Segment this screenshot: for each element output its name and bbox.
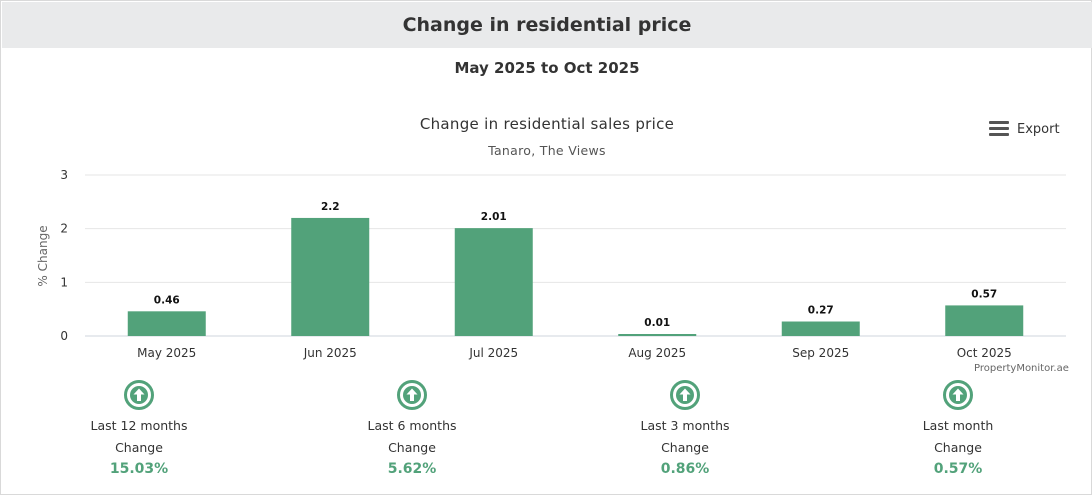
summary-period-label: Last 12 months	[90, 418, 188, 433]
summary-change-label: Change	[934, 440, 982, 455]
y-tick-label: 1	[60, 275, 68, 289]
bar-data-label: 2.01	[481, 211, 507, 223]
summary-change-value: 15.03%	[109, 461, 169, 477]
summary-period-label: Last month	[922, 418, 994, 433]
summary-stat: Last 6 months Change 5.62%	[312, 379, 512, 477]
chart-subtitle: Tanaro, The Views	[488, 143, 606, 158]
y-tick-label: 0	[60, 329, 68, 343]
x-tick-label: Aug 2025	[628, 346, 686, 360]
y-tick-label: 2	[60, 222, 68, 236]
x-tick-label: Oct 2025	[957, 346, 1012, 360]
summary-period-label: Last 6 months	[367, 418, 457, 433]
export-label: Export	[1017, 121, 1060, 137]
panel-header: Change in residential price	[2, 2, 1092, 48]
x-tick-label: Jul 2025	[468, 346, 518, 360]
bar-data-label: 0.27	[808, 305, 834, 317]
bar-data-label: 0.01	[644, 317, 670, 329]
bar[interactable]	[291, 217, 370, 336]
summary-change-label: Change	[115, 440, 163, 455]
chart-credit: PropertyMonitor.ae	[974, 363, 1069, 374]
bar-data-label: 0.46	[154, 294, 180, 306]
hamburger-menu-icon	[989, 121, 1009, 137]
bar-data-label: 0.57	[971, 288, 997, 300]
period-label: May 2025 to Oct 2025	[454, 59, 640, 77]
export-button[interactable]: Export	[989, 118, 1060, 140]
x-tick-label: Sep 2025	[792, 346, 849, 360]
bar[interactable]	[781, 321, 860, 336]
bar-chart: 0.46 2.2 2.01 0.01 0.27 0.57 0 1 2 3 % Change May …	[36, 168, 1066, 360]
arrow-up-circle-icon	[396, 379, 428, 411]
arrow-up-circle-icon	[942, 379, 974, 411]
summary-change-value: 0.57%	[933, 461, 983, 477]
summary-stat: Last month Change 0.57%	[858, 379, 1058, 477]
arrow-up-circle-icon	[669, 379, 701, 411]
chart-title: Change in residential sales price	[419, 115, 675, 133]
summary-stat: Last 3 months Change 0.86%	[585, 379, 785, 477]
bar[interactable]	[618, 334, 697, 336]
bar[interactable]	[945, 305, 1024, 336]
summary-change-value: 0.86%	[660, 461, 710, 477]
summary-change-label: Change	[388, 440, 436, 455]
summary-change-label: Change	[661, 440, 709, 455]
summary-change-value: 5.62%	[387, 461, 437, 477]
summary-stat: Last 12 months Change 15.03%	[39, 379, 239, 477]
bar-data-label: 2.2	[321, 201, 340, 213]
bar[interactable]	[454, 228, 533, 336]
bar[interactable]	[127, 311, 206, 336]
arrow-up-circle-icon	[123, 379, 155, 411]
summary-period-label: Last 3 months	[640, 418, 730, 433]
y-axis-title: % Change	[36, 225, 50, 286]
x-tick-label: Jun 2025	[303, 346, 357, 360]
x-tick-label: May 2025	[137, 346, 196, 360]
panel-title: Change in residential price	[402, 14, 692, 36]
y-tick-label: 3	[60, 168, 68, 182]
